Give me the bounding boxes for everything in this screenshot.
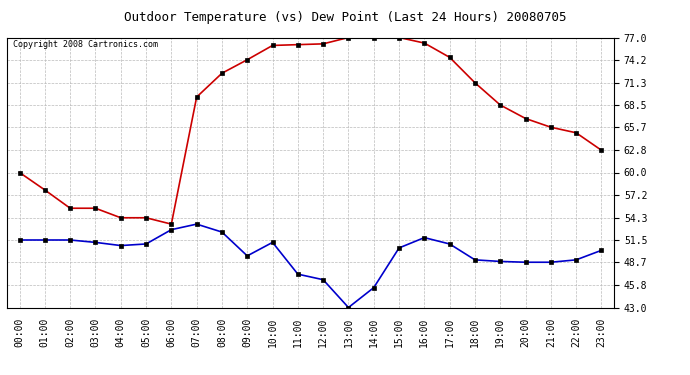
- Text: Copyright 2008 Cartronics.com: Copyright 2008 Cartronics.com: [13, 40, 158, 49]
- Text: Outdoor Temperature (vs) Dew Point (Last 24 Hours) 20080705: Outdoor Temperature (vs) Dew Point (Last…: [124, 11, 566, 24]
